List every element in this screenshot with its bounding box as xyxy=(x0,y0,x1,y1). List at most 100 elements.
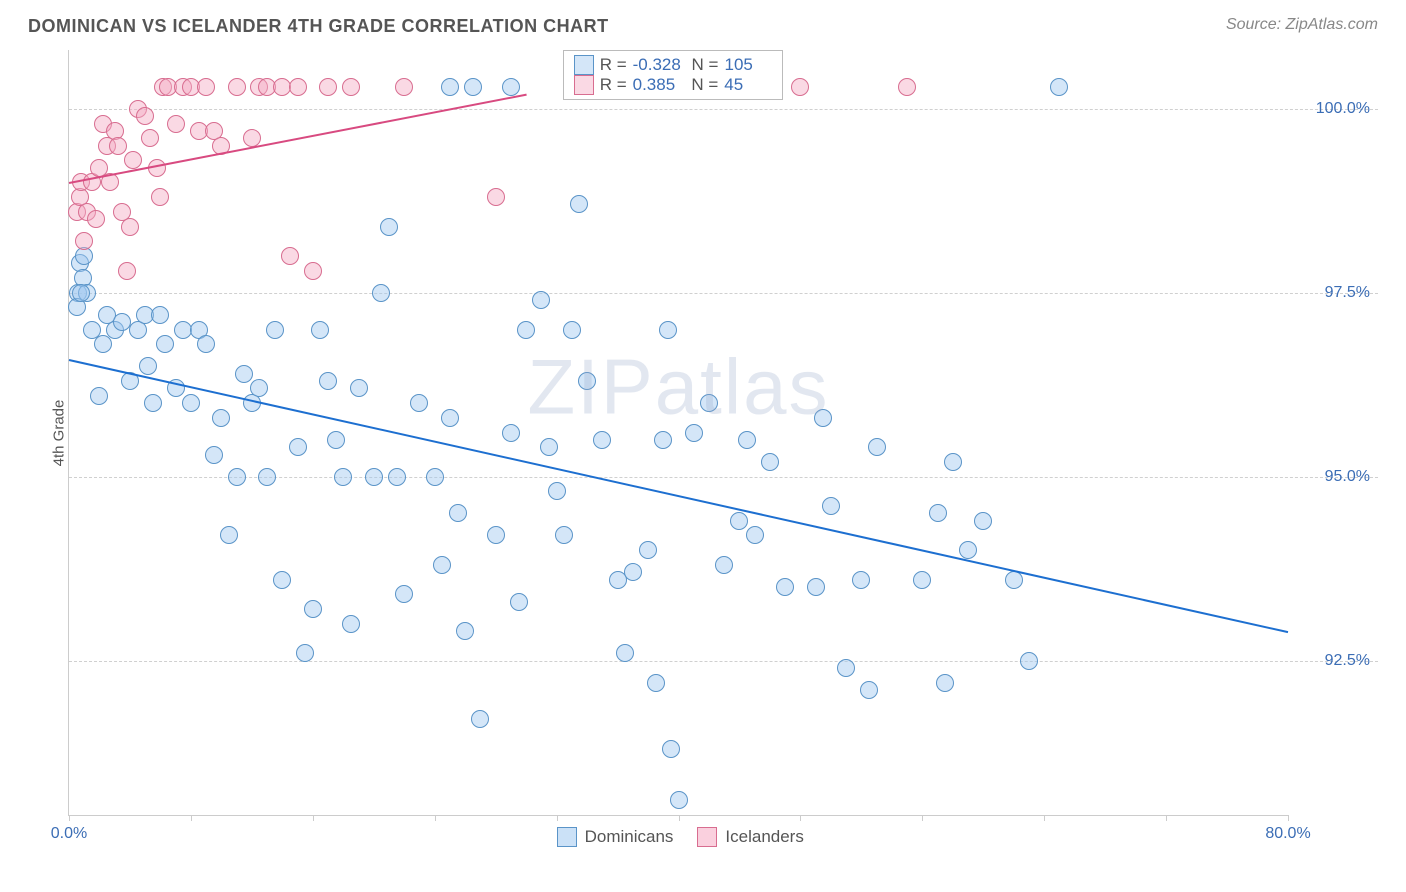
correlation-legend: R =-0.328 N =105R =0.385 N =45 xyxy=(563,50,784,100)
scatter-point xyxy=(220,526,238,544)
x-tick-label: 80.0% xyxy=(1265,825,1310,843)
legend-n-label: N = xyxy=(687,55,719,75)
legend-row: R =-0.328 N =105 xyxy=(574,55,773,75)
scatter-point xyxy=(685,424,703,442)
watermark: ZIPatlas xyxy=(527,341,829,432)
scatter-point xyxy=(761,453,779,471)
scatter-point xyxy=(327,431,345,449)
scatter-point xyxy=(228,468,246,486)
legend-n-value: 45 xyxy=(724,75,772,95)
scatter-point xyxy=(730,512,748,530)
gridline xyxy=(69,661,1378,662)
scatter-point xyxy=(380,218,398,236)
scatter-point xyxy=(87,210,105,228)
scatter-point xyxy=(118,262,136,280)
legend-r-value: 0.385 xyxy=(633,75,681,95)
scatter-point xyxy=(868,438,886,456)
scatter-point xyxy=(212,409,230,427)
scatter-point xyxy=(487,188,505,206)
scatter-point xyxy=(342,78,360,96)
x-tick xyxy=(1166,815,1167,821)
scatter-point xyxy=(124,151,142,169)
scatter-point xyxy=(342,615,360,633)
scatter-point xyxy=(228,78,246,96)
x-tick xyxy=(800,815,801,821)
x-tick xyxy=(922,815,923,821)
scatter-point xyxy=(304,600,322,618)
scatter-point xyxy=(860,681,878,699)
legend-n-value: 105 xyxy=(724,55,772,75)
scatter-point xyxy=(426,468,444,486)
scatter-point xyxy=(807,578,825,596)
scatter-point xyxy=(746,526,764,544)
chart-title: DOMINICAN VS ICELANDER 4TH GRADE CORRELA… xyxy=(28,16,609,37)
legend-label: Icelanders xyxy=(725,827,803,847)
legend-swatch xyxy=(557,827,577,847)
scatter-point xyxy=(395,78,413,96)
scatter-point xyxy=(624,563,642,581)
x-tick xyxy=(679,815,680,821)
scatter-point xyxy=(517,321,535,339)
scatter-point xyxy=(151,188,169,206)
scatter-point xyxy=(659,321,677,339)
scatter-point xyxy=(372,284,390,302)
scatter-point xyxy=(471,710,489,728)
scatter-point xyxy=(944,453,962,471)
scatter-point xyxy=(578,372,596,390)
scatter-point xyxy=(139,357,157,375)
source-attribution: Source: ZipAtlas.com xyxy=(1226,16,1378,34)
scatter-point xyxy=(593,431,611,449)
y-tick-label: 97.5% xyxy=(1325,284,1370,302)
scatter-point xyxy=(929,504,947,522)
y-axis-label: 4th Grade xyxy=(51,399,68,466)
scatter-point xyxy=(441,78,459,96)
scatter-point xyxy=(700,394,718,412)
legend-swatch xyxy=(697,827,717,847)
scatter-point xyxy=(570,195,588,213)
scatter-point xyxy=(639,541,657,559)
y-tick-label: 95.0% xyxy=(1325,468,1370,486)
scatter-point xyxy=(75,232,93,250)
x-tick xyxy=(1288,815,1289,821)
scatter-point xyxy=(1050,78,1068,96)
scatter-point xyxy=(616,644,634,662)
scatter-point xyxy=(959,541,977,559)
scatter-point xyxy=(266,321,284,339)
scatter-point xyxy=(109,137,127,155)
scatter-point xyxy=(156,335,174,353)
scatter-point xyxy=(464,78,482,96)
scatter-point xyxy=(121,218,139,236)
scatter-point xyxy=(913,571,931,589)
scatter-point xyxy=(395,585,413,603)
scatter-point xyxy=(350,379,368,397)
scatter-point xyxy=(289,78,307,96)
scatter-point xyxy=(90,387,108,405)
scatter-point xyxy=(837,659,855,677)
trendline xyxy=(69,359,1288,633)
x-tick xyxy=(1044,815,1045,821)
legend-item: Dominicans xyxy=(557,827,674,847)
legend-label: Dominicans xyxy=(585,827,674,847)
scatter-point xyxy=(250,379,268,397)
scatter-point xyxy=(311,321,329,339)
plot-area: 4th Grade ZIPatlas R =-0.328 N =105R =0.… xyxy=(68,50,1288,816)
scatter-point xyxy=(1020,652,1038,670)
scatter-point xyxy=(319,78,337,96)
scatter-point xyxy=(791,78,809,96)
scatter-point xyxy=(304,262,322,280)
scatter-point xyxy=(296,644,314,662)
y-tick-label: 92.5% xyxy=(1325,652,1370,670)
x-tick xyxy=(557,815,558,821)
scatter-point xyxy=(555,526,573,544)
scatter-point xyxy=(502,424,520,442)
gridline xyxy=(69,293,1378,294)
scatter-point xyxy=(852,571,870,589)
scatter-point xyxy=(365,468,383,486)
x-tick-label: 0.0% xyxy=(51,825,87,843)
scatter-point xyxy=(281,247,299,265)
scatter-point xyxy=(487,526,505,544)
scatter-point xyxy=(94,335,112,353)
scatter-point xyxy=(433,556,451,574)
scatter-point xyxy=(563,321,581,339)
scatter-point xyxy=(738,431,756,449)
